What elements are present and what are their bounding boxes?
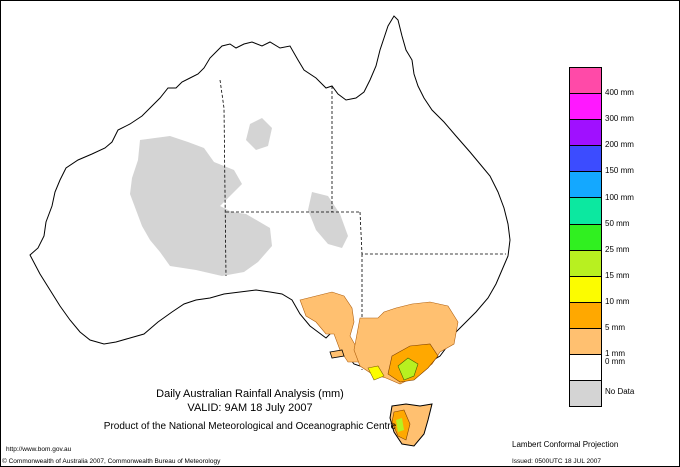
legend-swatch [569, 67, 602, 94]
legend-label: No Data [605, 387, 635, 397]
legend-label: 0 mm [605, 357, 625, 367]
legend-swatch [569, 275, 602, 302]
legend-label: 5 mm [605, 323, 625, 332]
legend-swatch [569, 354, 602, 381]
australia-mainland [29, 15, 511, 381]
legend-label: 200 mm [605, 140, 634, 150]
valid-date: VALID: 9AM 18 July 2007 [187, 402, 313, 414]
legend-label: 150 mm [605, 166, 634, 176]
legend-label: 100 mm [605, 192, 634, 202]
no-data-region-west [130, 136, 272, 276]
legend-label: 25 mm [605, 244, 630, 254]
state-borders [219, 79, 506, 370]
rain-region-tasmania-15mm [396, 418, 404, 432]
legend-swatch [569, 145, 602, 172]
legend-label: 300 mm [605, 114, 634, 124]
legend-label: 50 mm [605, 218, 630, 228]
rainfall-legend [569, 67, 602, 408]
legend-label: 15 mm [605, 270, 630, 280]
legend-label: 1 mm [605, 349, 625, 359]
issued-timestamp: Issued: 0500UTC 18 JUL 2007 [512, 458, 602, 465]
legend-swatch [569, 249, 602, 276]
legend-label: 10 mm [605, 296, 630, 306]
legend-swatch [569, 380, 602, 408]
rain-region-victoria-15mm [397, 357, 419, 381]
legend-swatch [569, 223, 602, 250]
kangaroo-island [329, 349, 345, 359]
legend-label: 400 mm [605, 88, 634, 98]
legend-swatch [569, 171, 602, 198]
website-link[interactable]: http://www.bom.gov.au [6, 446, 72, 453]
copyright-notice: © Commonwealth of Australia 2007, Common… [2, 458, 221, 465]
map-title: Daily Australian Rainfall Analysis (mm) [156, 388, 344, 400]
legend-swatch [569, 301, 602, 328]
legend-swatch [569, 119, 602, 146]
no-data-region-east [308, 192, 348, 248]
legend-swatch [569, 93, 602, 120]
product-credit: Product of the National Meteorological a… [103, 421, 397, 432]
projection-label: Lambert Conformal Projection [512, 440, 619, 449]
rain-region-victoria-10mm [367, 365, 385, 381]
legend-swatch [569, 327, 602, 355]
no-data-region-central [246, 118, 272, 150]
legend-swatch [569, 197, 602, 224]
